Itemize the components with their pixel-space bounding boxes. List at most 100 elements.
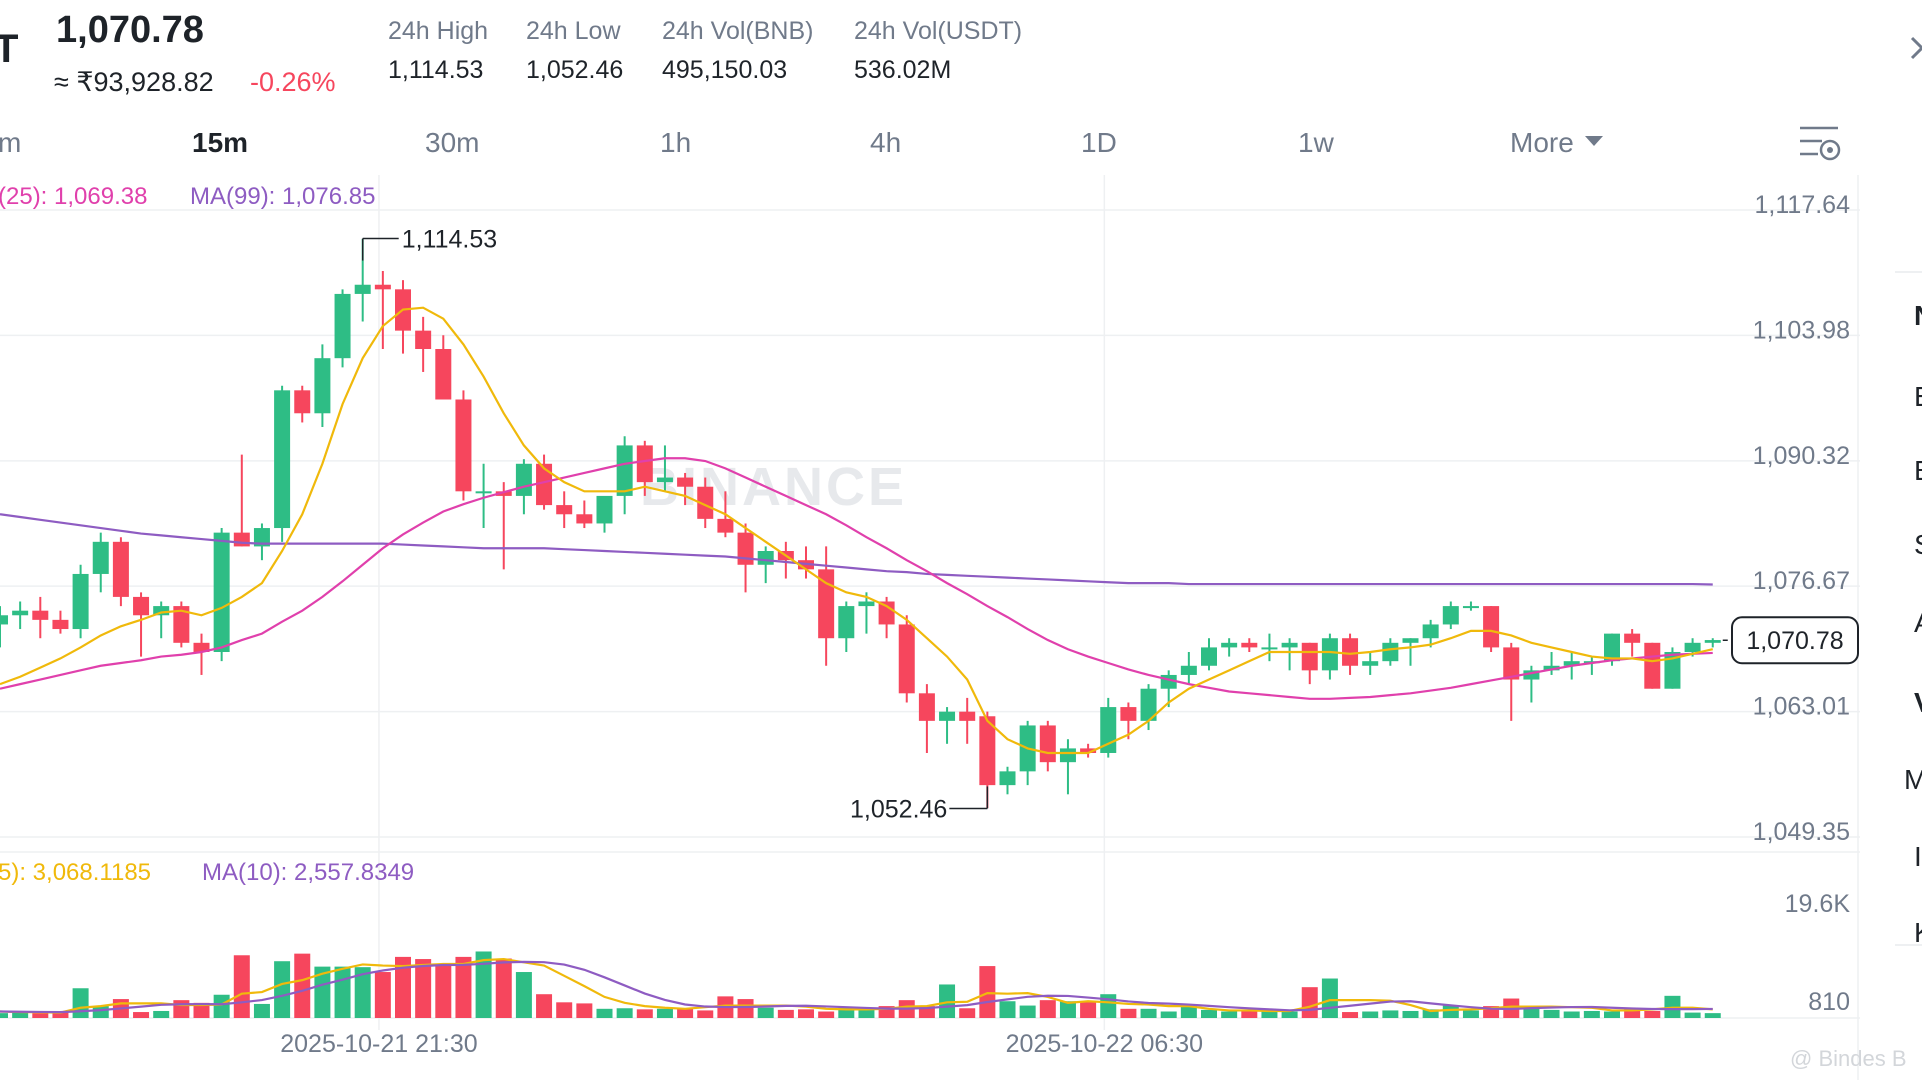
caret-down-icon [1585, 136, 1603, 146]
candle [1019, 720, 1036, 786]
price-tick-label: 1,090.32 [1753, 442, 1850, 470]
candle-body [253, 528, 270, 547]
candle-body [898, 624, 915, 694]
candle-body [677, 477, 694, 487]
volume-bar [1604, 1011, 1620, 1018]
candle-body [1483, 606, 1500, 648]
candle [918, 684, 935, 753]
candle [1100, 697, 1117, 758]
candle-body [415, 330, 432, 350]
high-marker-label: 1,114.53 [402, 226, 497, 254]
low-marker-label: 1,052.46 [850, 795, 947, 823]
volume-bar [1321, 978, 1338, 1018]
candle-body [596, 495, 613, 524]
volume-bar [878, 1006, 895, 1018]
candle [173, 601, 190, 648]
candle [314, 344, 331, 428]
candlesticks [0, 238, 1721, 809]
change-percent: -0.26% [250, 67, 336, 97]
candle-body [1321, 638, 1338, 671]
stat-value-24h-high: 1,114.53 [388, 56, 483, 84]
volume-bar [1180, 1005, 1197, 1018]
volume-tick-label: 810 [1808, 988, 1850, 1016]
candle-body [193, 642, 210, 652]
candle-body [1624, 633, 1641, 643]
ma99-line [0, 513, 1713, 586]
candle-body [1382, 642, 1399, 662]
volume-bar [32, 1013, 49, 1018]
volume-bar [0, 1013, 8, 1018]
candle-body [1140, 688, 1157, 721]
volume-bar [1201, 1009, 1217, 1018]
stat-value-24h-low: 1,052.46 [526, 56, 623, 84]
volume-axis: 19.6K 810 [1785, 890, 1851, 1016]
candle-body [616, 445, 633, 496]
tab-interval-15m[interactable]: 15m [192, 127, 248, 158]
candle-body [697, 486, 714, 519]
candle-body [1080, 748, 1097, 753]
close-icon[interactable] [1910, 36, 1922, 60]
candle [596, 495, 613, 533]
volume-bar [777, 1009, 794, 1018]
tab-interval-m[interactable]: m [0, 127, 21, 158]
candle [1281, 638, 1298, 671]
volume-bar [1624, 1008, 1641, 1018]
ma99-legend: MA(99): 1,076.85 [190, 183, 375, 210]
time-tick-label: 2025-10-21 21:30 [280, 1030, 477, 1058]
stat-label-24h-vol-bnb: 24h Vol(BNB) [662, 17, 813, 45]
candle [576, 500, 593, 529]
volume-bars [0, 951, 1721, 1018]
more-dropdown[interactable]: More [1510, 127, 1603, 158]
volume-bar [1120, 1008, 1137, 1018]
tab-interval-30m[interactable]: 30m [425, 127, 479, 158]
volume-bar [1704, 1013, 1721, 1018]
volume-bar [737, 999, 754, 1018]
candle-body [1342, 638, 1359, 666]
volume-bar [757, 1007, 774, 1018]
volume-bar [274, 961, 291, 1018]
volume-bar [596, 1008, 613, 1018]
volume-bar [1583, 1010, 1600, 1018]
binance-watermark: BINANCE [640, 457, 907, 517]
tab-interval-1d[interactable]: 1D [1081, 127, 1117, 158]
tab-interval-1h[interactable]: 1h [660, 127, 691, 158]
ma25-line [0, 457, 1713, 700]
candle-body [0, 615, 8, 625]
candle-body [656, 477, 673, 483]
candle [92, 532, 109, 593]
volume-bar [798, 1009, 814, 1018]
volume-bar [959, 1008, 976, 1018]
tab-interval-1w[interactable]: 1w [1298, 127, 1335, 158]
candle [1543, 651, 1560, 675]
candle-body [354, 284, 371, 294]
candle [253, 523, 270, 561]
candle [72, 564, 89, 639]
candle [677, 472, 694, 506]
side-panel-letter: E [1914, 381, 1922, 412]
candle [999, 766, 1016, 795]
candle-body [133, 596, 150, 616]
candle [656, 445, 673, 492]
volume-bar [475, 951, 492, 1018]
candle-body [858, 601, 875, 607]
tab-interval-4h[interactable]: 4h [870, 127, 901, 158]
candle [133, 592, 150, 657]
volume-bar [1644, 1010, 1661, 1018]
volume-bar [858, 1009, 875, 1018]
candle [193, 633, 210, 675]
volume-bar [1382, 1010, 1399, 1018]
candle [1382, 638, 1399, 666]
candle [374, 270, 391, 350]
candle [1039, 720, 1056, 772]
candle-body [1523, 670, 1540, 680]
chart-settings-icon[interactable] [1800, 126, 1841, 161]
volume-bar [1221, 1011, 1238, 1018]
candle [556, 491, 573, 529]
candle [1140, 684, 1157, 731]
side-panel-letter: S [1914, 529, 1922, 560]
volume-bar [1301, 987, 1318, 1018]
volume-bar [1080, 1002, 1097, 1018]
volume-bar [818, 1011, 835, 1018]
candle-body [1241, 642, 1258, 648]
